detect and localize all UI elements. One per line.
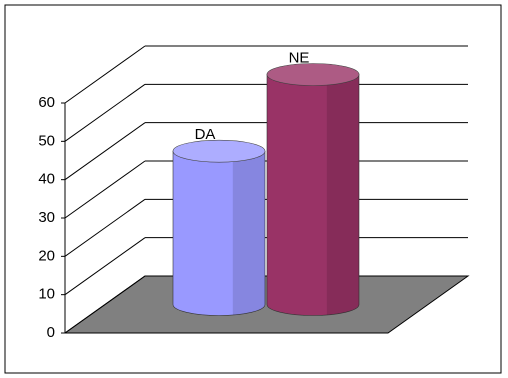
data-label: DA: [195, 126, 216, 143]
grid-line: [64, 160, 146, 219]
grid-line: [64, 275, 146, 334]
y-tick-label: 50: [38, 132, 55, 149]
bar-top: [172, 139, 266, 163]
y-tick-label: 60: [38, 94, 55, 111]
y-tick-label: 20: [38, 247, 55, 264]
grid-line: [64, 237, 146, 296]
bar-shade: [326, 74, 359, 315]
grid-line: [64, 45, 146, 104]
y-tick-label: 30: [38, 209, 55, 226]
bar: [266, 74, 360, 316]
y-tick-label: 40: [38, 171, 55, 188]
y-tick-label: 0: [47, 324, 55, 341]
bar: [172, 150, 266, 316]
bar-top: [266, 63, 360, 86]
grid-line: [64, 122, 146, 181]
grid-line: [64, 83, 146, 142]
grid-line: [64, 198, 146, 257]
y-tick-label: 10: [38, 286, 55, 303]
bar-top-shade: [173, 140, 265, 163]
bar-shade: [232, 151, 265, 315]
bar-top-shade: [267, 63, 359, 86]
data-label: NE: [289, 49, 310, 66]
